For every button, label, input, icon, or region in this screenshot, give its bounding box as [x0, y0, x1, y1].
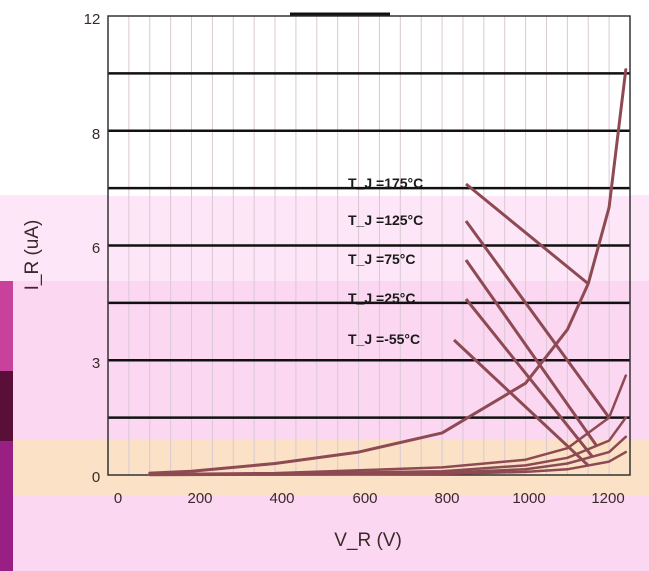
series-curve — [148, 68, 628, 475]
x-tick-label: 1200 — [591, 490, 624, 507]
legend: T_J =175°C T_J =125°C T_J =75°C T_J =25°… — [348, 175, 423, 347]
left-bar-bottom — [0, 441, 13, 571]
legend-item-neg55: T_J =-55°C — [348, 331, 420, 347]
x-tick-label: 1000 — [512, 490, 545, 507]
x-tick-label: 400 — [269, 490, 294, 507]
y-axis-title: I_R (uA) — [22, 220, 43, 291]
x-tick-label: 0 — [114, 490, 122, 507]
x-tick-label: 200 — [187, 490, 212, 507]
leader-lines — [452, 182, 611, 467]
legend-leader-line — [452, 338, 590, 467]
legend-leader-line — [464, 259, 598, 447]
band-pink-lower — [0, 281, 649, 571]
series-curve — [148, 450, 628, 477]
legend-leader-line — [465, 182, 590, 285]
y-tick-label: 3 — [92, 355, 100, 372]
x-tick-labels: 0 200 400 600 800 1000 1200 — [114, 490, 625, 507]
x-axis-title: V_R (V) — [334, 530, 402, 551]
legend-item-175: T_J =175°C — [348, 175, 423, 191]
band-pink-upper — [0, 195, 649, 281]
band-orange — [0, 440, 649, 495]
y-tick-label: 6 — [92, 240, 100, 257]
x-tick-label: 600 — [352, 490, 377, 507]
legend-item-125: T_J =125°C — [348, 212, 423, 228]
legend-item-25: T_J =25°C — [348, 290, 415, 306]
y-tick-labels: 0 3 6 8 12 — [84, 11, 101, 486]
legend-leader-line — [464, 220, 611, 419]
y-tick-label: 12 — [84, 11, 101, 28]
y-tick-label: 0 — [92, 469, 100, 486]
left-bar-mid — [0, 371, 13, 441]
legend-leader-line — [464, 298, 594, 458]
y-tick-label: 8 — [92, 126, 100, 143]
left-bar-top — [0, 281, 13, 371]
legend-item-75: T_J =75°C — [348, 251, 415, 267]
gridlines — [108, 16, 630, 475]
x-tick-label: 800 — [434, 490, 459, 507]
plot-background — [108, 16, 630, 196]
